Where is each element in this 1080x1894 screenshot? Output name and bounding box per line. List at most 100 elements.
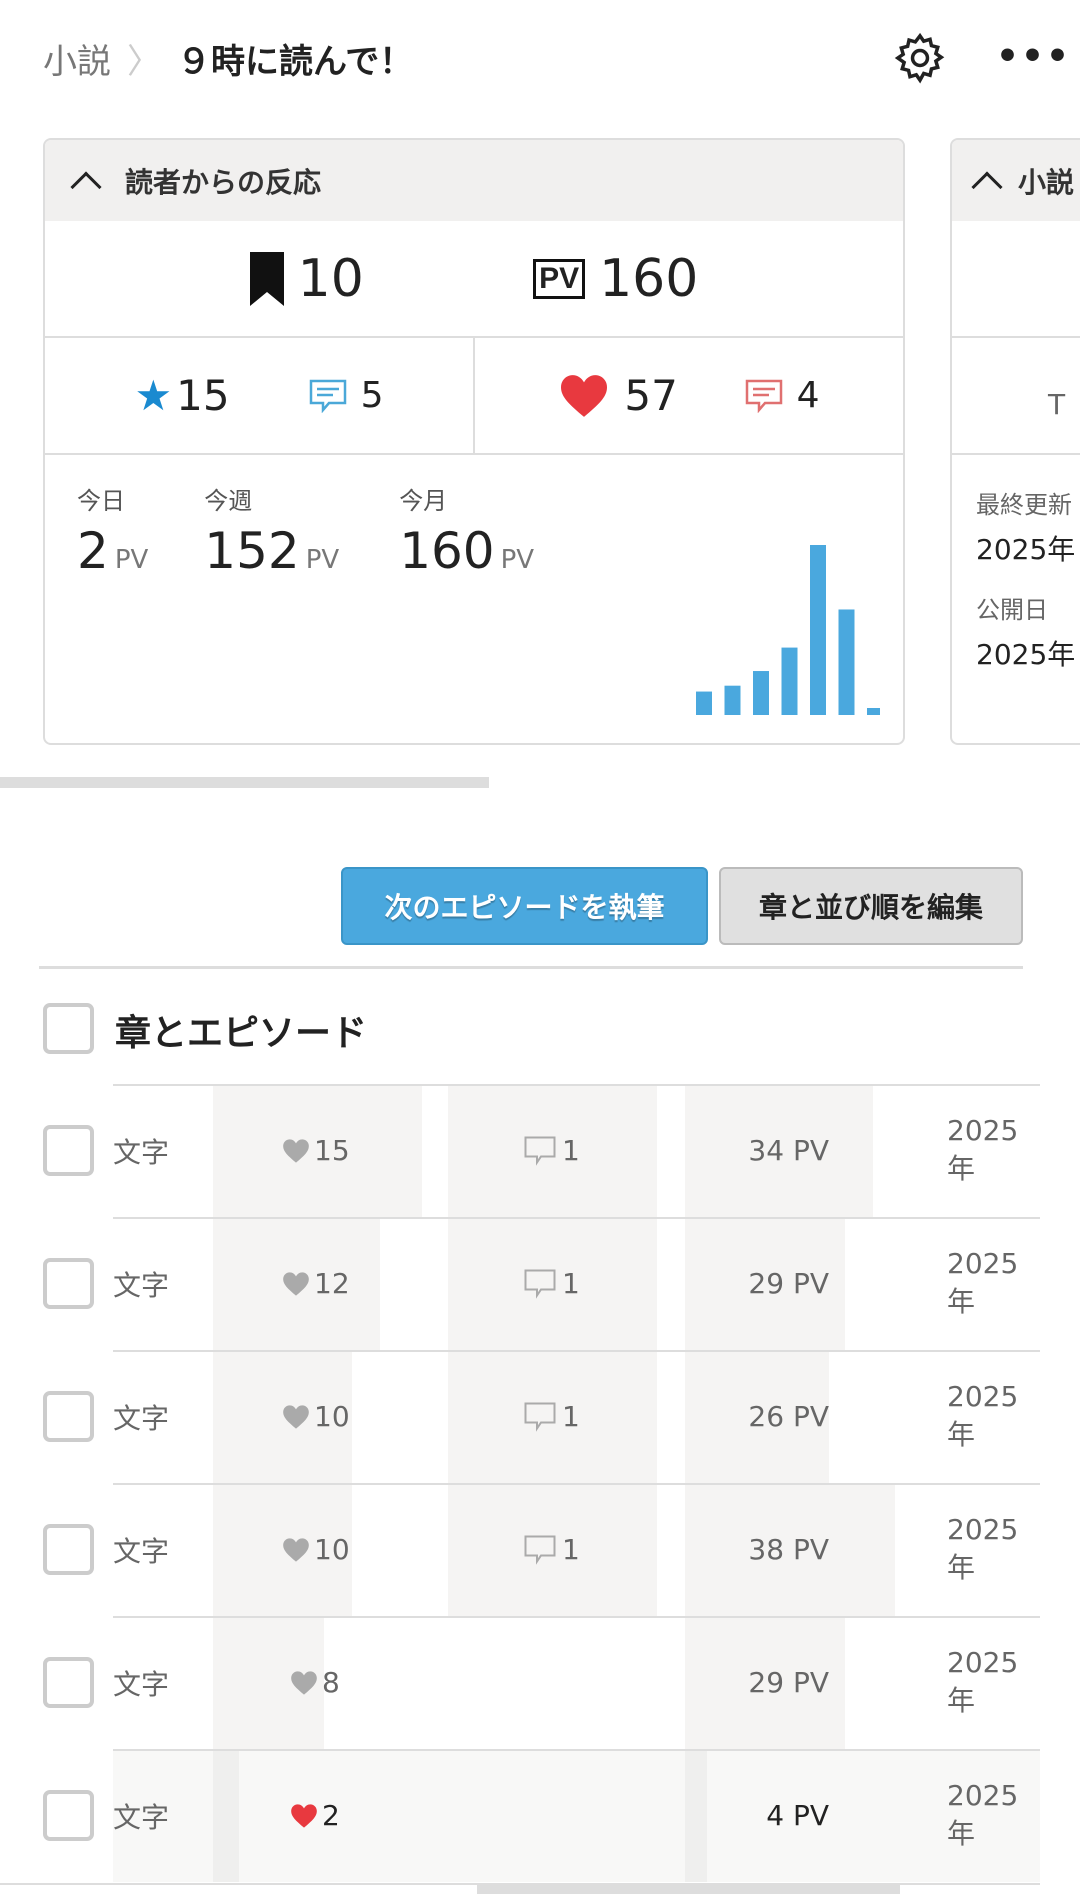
info-partial-text: T: [1048, 388, 1066, 421]
pv-cell-bg: [685, 1485, 895, 1616]
pv-bar: [867, 708, 880, 715]
heart-count: 15: [314, 1134, 350, 1167]
select-all-checkbox[interactable]: [43, 1003, 94, 1054]
episode-row[interactable]: 文字 10 1 38 PV 2025年: [0, 1483, 1040, 1616]
info-card-header[interactable]: 小説: [952, 140, 1080, 221]
episode-row[interactable]: 文字 15 1 34 PV 2025年: [0, 1084, 1040, 1217]
heart-count: 2: [322, 1799, 340, 1832]
write-next-episode-button[interactable]: 次のエピソードを執筆: [341, 867, 708, 945]
daily-pv-chart: [696, 545, 880, 715]
pv-count: 38 PV: [748, 1533, 829, 1566]
char-count: 文字: [113, 1667, 170, 1701]
comments-cell-bg: [448, 1086, 657, 1217]
reactions-card: 読者からの反応 10 PV 160 ★ 15 5 57 4 今日 2 PV 今週 152…: [43, 138, 905, 745]
hearts-cell-bg: [213, 1086, 422, 1217]
hearts-cell-bg: [213, 1751, 239, 1882]
comment-count: 4: [796, 375, 820, 416]
pv-stat: PV 160: [533, 249, 698, 309]
hearts-cell-bg: [213, 1352, 353, 1483]
pv-cell-bg: [685, 1618, 846, 1749]
month-pv: 今月 160 PV: [399, 481, 534, 580]
heart-icon: [283, 1138, 309, 1163]
bookmark-count: 10: [297, 248, 364, 309]
episode-row[interactable]: 文字 8 29 PV 2025年: [0, 1616, 1040, 1749]
heart-icon: [561, 374, 608, 417]
info-card-title: 小説: [1018, 165, 1075, 199]
pv-count: 29 PV: [748, 1666, 829, 1699]
episode-checkbox[interactable]: [43, 1790, 94, 1841]
episode-date: 2025年: [947, 1380, 1019, 1451]
gear-icon[interactable]: [892, 30, 948, 86]
bookmark-icon: [249, 251, 284, 306]
chevron-up-icon[interactable]: [70, 170, 102, 203]
total-pv-count: 160: [599, 248, 699, 309]
today-value: 2: [77, 522, 109, 580]
pv-unit: PV: [305, 545, 340, 575]
episode-row[interactable]: 文字 12 1 29 PV 2025年: [0, 1217, 1040, 1350]
pv-count: 34 PV: [748, 1134, 829, 1167]
episode-checkbox[interactable]: [43, 1258, 94, 1309]
heart-count: 10: [314, 1400, 350, 1433]
today-pv: 今日 2 PV: [77, 481, 148, 580]
char-count: 文字: [113, 1534, 170, 1568]
comments-cell-bg: [448, 1352, 657, 1483]
episode-date: 2025年: [947, 1513, 1019, 1584]
cards-scrollbar[interactable]: [0, 777, 489, 788]
reactions-card-header[interactable]: 読者からの反応: [45, 140, 903, 221]
char-count: 文字: [113, 1135, 170, 1169]
review-icon: [309, 379, 346, 413]
episode-date: 2025年: [947, 1114, 1019, 1185]
comment-icon: [524, 1402, 556, 1432]
table-scrollbar[interactable]: [477, 1884, 900, 1894]
episode-checkbox[interactable]: [43, 1524, 94, 1575]
episode-row[interactable]: 文字 10 1 26 PV 2025年: [0, 1350, 1040, 1483]
last-updated-label: 最終更新: [976, 491, 1072, 519]
heart-count: 10: [314, 1533, 350, 1566]
comment-count: 1: [562, 1400, 580, 1433]
episode-checkbox[interactable]: [43, 1391, 94, 1442]
pv-unit: PV: [114, 545, 149, 575]
edit-chapters-button[interactable]: 章と並び順を編集: [719, 867, 1023, 945]
page-title: ９時に読んで！: [177, 42, 414, 82]
episode-date: 2025年: [947, 1247, 1019, 1318]
char-count: 文字: [113, 1800, 170, 1834]
comment-count: 1: [562, 1533, 580, 1566]
published-label: 公開日: [976, 596, 1048, 624]
comment-count: 1: [562, 1134, 580, 1167]
month-value: 160: [399, 522, 495, 580]
info-card: 小説 T 最終更新 2025年 公開日 2025年: [950, 138, 1080, 745]
pv-bar: [838, 609, 855, 715]
pv-bar: [696, 691, 712, 715]
pv-bar: [753, 671, 769, 715]
char-count: 文字: [113, 1268, 170, 1302]
heart-icon: [283, 1404, 309, 1429]
hearts-cell-bg: [213, 1485, 353, 1616]
episode-checkbox[interactable]: [43, 1657, 94, 1708]
comments-cell-bg: [448, 1219, 657, 1350]
published-value: 2025年: [976, 638, 1076, 671]
breadcrumb-novels-link[interactable]: 小説: [43, 42, 111, 82]
breadcrumb: 小説 〉 ９時に読んで！: [43, 34, 413, 83]
pv-cell-bg: [685, 1751, 707, 1882]
pv-count: 4 PV: [766, 1799, 829, 1832]
episode-checkbox[interactable]: [43, 1125, 94, 1176]
today-label: 今日: [77, 487, 125, 515]
heart-count: 8: [322, 1666, 340, 1699]
heart-icon: [283, 1271, 309, 1296]
comments-cell-bg: [448, 1485, 657, 1616]
star-count: 15: [176, 371, 230, 420]
divider: [39, 966, 1023, 969]
week-value: 152: [204, 522, 300, 580]
heart-icon: [291, 1670, 317, 1695]
heart-count: 12: [314, 1267, 350, 1300]
more-dots-icon[interactable]: •••: [996, 36, 1072, 77]
heart-icon: [283, 1537, 309, 1562]
pv-cell-bg: [685, 1219, 846, 1350]
last-updated-value: 2025年: [976, 533, 1076, 566]
week-pv: 今週 152 PV: [204, 481, 339, 580]
pv-count: 26 PV: [748, 1400, 829, 1433]
comment-icon: [524, 1269, 556, 1299]
episode-row[interactable]: 文字 2 4 PV 2025年: [0, 1749, 1040, 1882]
chevron-up-icon[interactable]: [971, 170, 1003, 203]
reactions-card-title: 読者からの反応: [125, 165, 322, 199]
